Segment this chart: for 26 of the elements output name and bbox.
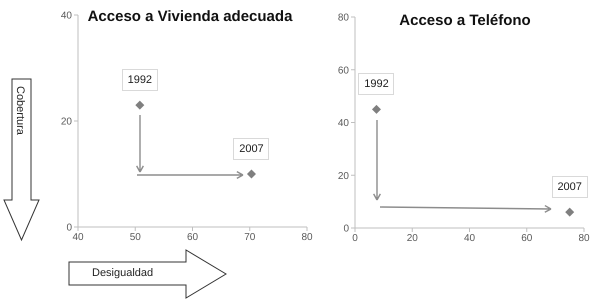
annotation: 2007 — [239, 143, 264, 155]
x-tick-label: 80 — [578, 233, 590, 244]
chart-title: Acceso a Teléfono — [398, 12, 532, 29]
x-tick-label: 50 — [130, 232, 142, 244]
y-tick-label: 60 — [338, 65, 350, 76]
x-tick-label: 40 — [72, 232, 84, 244]
y-tick-label: 20 — [60, 116, 72, 128]
y-tick-label: 20 — [338, 170, 350, 182]
annotation: 2007 — [557, 181, 582, 194]
x-tick-label: 60 — [186, 232, 198, 244]
y-axis-title: Cobertura — [14, 86, 26, 135]
x-tick-label: 80 — [301, 232, 313, 244]
x-tick-label: 70 — [244, 232, 256, 244]
annotation: 1992 — [364, 78, 389, 90]
x-tick-label: 0 — [352, 233, 358, 244]
annotation: 1992 — [128, 74, 152, 86]
y-tick-label: 0 — [66, 222, 72, 234]
y-tick-label: 0 — [343, 224, 350, 235]
x-axis-title: Desigualdad — [92, 267, 154, 279]
y-tick-label: 80 — [338, 12, 350, 24]
y-tick-label: 40 — [60, 10, 72, 22]
x-tick-label: 20 — [406, 233, 418, 244]
x-tick-label: 60 — [521, 233, 533, 244]
y-tick-label: 40 — [338, 118, 350, 130]
chart-title: Acceso a Vivienda adecuada — [86, 8, 294, 25]
x-tick-label: 40 — [464, 233, 476, 244]
